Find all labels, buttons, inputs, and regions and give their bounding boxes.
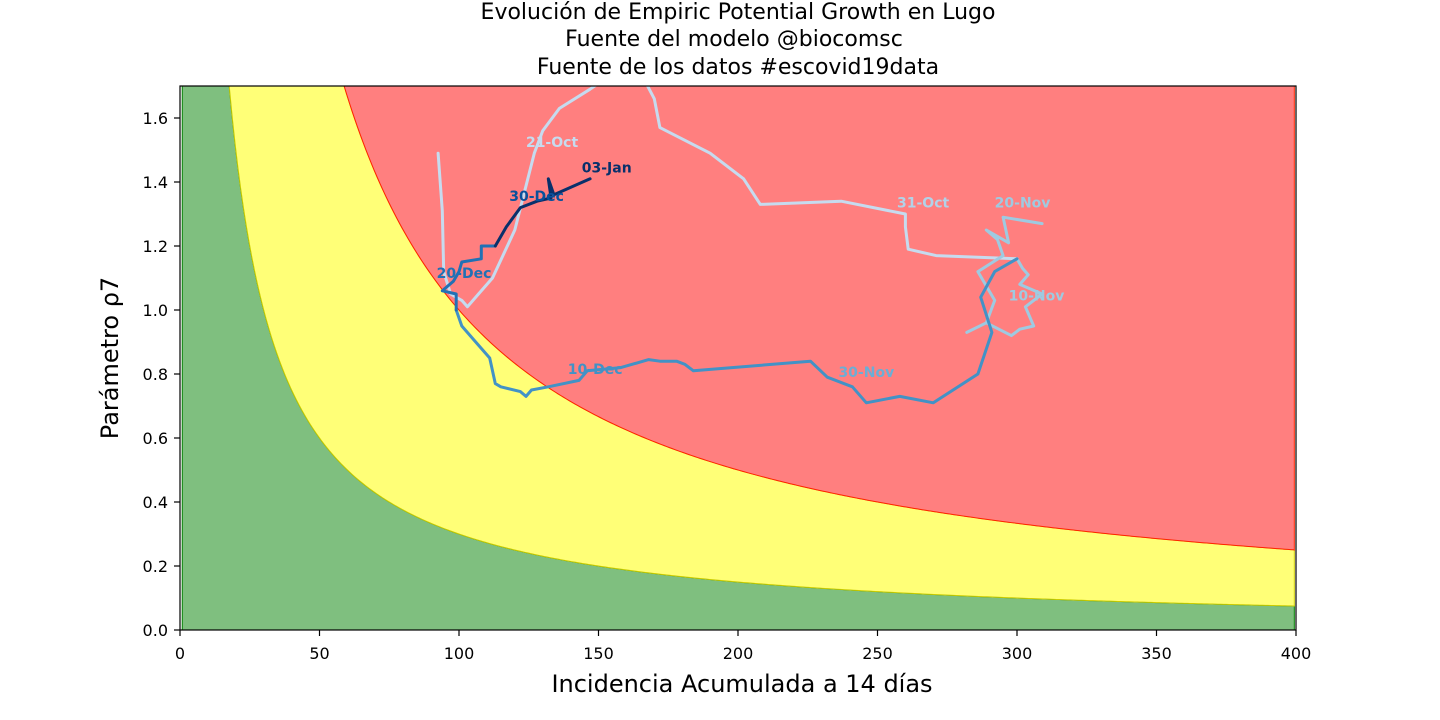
trajectory-segment-1 — [436, 86, 1019, 309]
date-annotations: 21-Oct 31-Oct 20-Nov 10-Nov 30-Nov 10-Dec 20-D… — [437, 135, 1065, 381]
x-tick-label: 0 — [175, 644, 185, 663]
x-tick-label: 300 — [1002, 644, 1033, 663]
trajectory-segment-4 — [440, 244, 497, 312]
date-annotation-1: 31-Oct — [897, 196, 949, 212]
x-tick-label: 350 — [1141, 644, 1172, 663]
y-tick-label: 1.2 — [143, 237, 168, 256]
date-annotation-0: 21-Oct — [526, 135, 578, 151]
chart-title-line-3: Fuente de los datos #escovid19data — [537, 55, 939, 80]
trajectory-segment-2 — [965, 215, 1044, 338]
y-tick-label: 1.0 — [143, 301, 168, 320]
risk-zone-high — [343, 86, 1295, 551]
date-annotation-7: 30-Dec — [509, 189, 564, 205]
y-tick-label: 0.6 — [143, 429, 168, 448]
x-tick-label: 200 — [723, 644, 754, 663]
x-tick-label: 150 — [583, 644, 614, 663]
date-annotation-4: 30-Nov — [838, 365, 894, 381]
date-annotation-3: 10-Nov — [1009, 288, 1065, 304]
risk-zones — [181, 86, 1295, 630]
date-annotation-6: 20-Dec — [437, 266, 492, 282]
x-tick-label: 50 — [309, 644, 329, 663]
y-tick-label: 0.0 — [143, 621, 168, 640]
trajectory-segment-5 — [493, 177, 592, 248]
date-annotation-5: 10-Dec — [568, 362, 623, 378]
x-tick-label: 400 — [1281, 644, 1312, 663]
chart-title-line-1: Evolución de Empiric Potential Growth en… — [481, 0, 996, 25]
date-annotation-8: 03-Jan — [582, 160, 632, 176]
chart-title-line-2: Fuente del modelo @biocomsc — [565, 27, 903, 52]
x-tick-label: 100 — [444, 644, 475, 663]
y-axis-ticks: 0.0 0.2 0.4 0.6 0.8 1.0 1.2 1.4 1.6 — [143, 109, 180, 640]
y-tick-label: 0.4 — [143, 493, 168, 512]
y-tick-label: 1.4 — [143, 173, 168, 192]
trajectory-segment-3 — [454, 257, 1019, 405]
y-tick-label: 0.2 — [143, 557, 168, 576]
x-tick-label: 250 — [862, 644, 893, 663]
y-tick-label: 1.6 — [143, 109, 168, 128]
date-annotation-2: 20-Nov — [995, 196, 1051, 212]
x-axis-ticks: 0 50 100 150 200 250 300 350 400 — [175, 630, 1311, 663]
y-tick-label: 0.8 — [143, 365, 168, 384]
x-axis-label: Incidencia Acumulada a 14 días — [551, 670, 932, 698]
y-axis-label: Parámetro ρ7 — [96, 277, 124, 439]
trajectory-lines — [436, 86, 1044, 405]
